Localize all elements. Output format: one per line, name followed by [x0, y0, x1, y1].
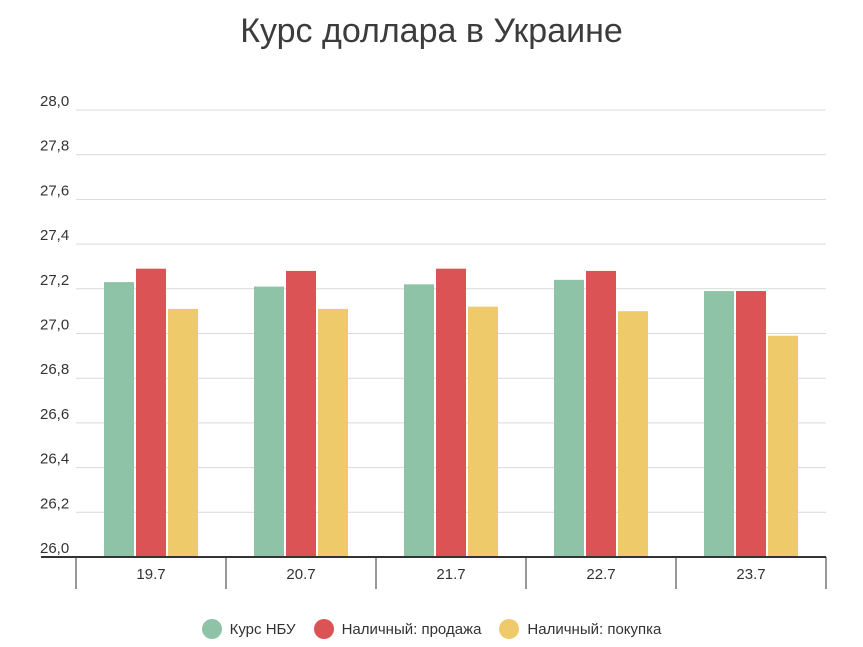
bar-1: [104, 282, 134, 557]
y-tick-label: 26,0: [40, 540, 69, 557]
y-tick-label: 27,8: [40, 138, 69, 155]
x-tick-label: 23.7: [736, 566, 765, 583]
bar-2: [736, 291, 766, 557]
y-tick-label: 27,0: [40, 317, 69, 334]
x-tick-label: 20.7: [286, 566, 315, 583]
bar-3: [168, 308, 198, 557]
bar-1: [404, 284, 434, 557]
bar-3: [318, 308, 348, 557]
legend-marker: [201, 619, 222, 639]
bar-1: [704, 291, 734, 557]
y-tick-label: 26,8: [40, 361, 69, 378]
legend-item: Наличный: покупка: [499, 619, 661, 639]
y-tick-label: 27,4: [40, 227, 69, 244]
y-tick-label: 26,2: [40, 495, 69, 512]
bar-3: [618, 311, 648, 557]
y-tick-label: 28,0: [40, 93, 69, 110]
bar-2: [436, 268, 466, 557]
bar-2: [286, 270, 316, 557]
y-tick-label: 26,4: [40, 451, 69, 468]
y-tick-label: 26,6: [40, 406, 69, 423]
legend-item: Наличный: продажа: [313, 619, 482, 639]
bar-1: [554, 279, 584, 557]
legend-label: Наличный: продажа: [341, 620, 482, 638]
chart-title: Курс доллара в Украине: [240, 12, 623, 50]
legend-marker: [499, 619, 520, 639]
y-tick-label: 27,2: [40, 272, 69, 289]
legend-label: Курс НБУ: [229, 620, 296, 638]
x-tick-label: 21.7: [436, 566, 465, 583]
x-tick-label: 19.7: [136, 566, 165, 583]
bar-3: [768, 335, 798, 557]
bar-3: [468, 306, 498, 557]
bar-2: [586, 270, 616, 557]
legend-marker: [313, 619, 334, 639]
legend: Курс НБУ Наличный: продажа Наличный: покуп…: [0, 619, 863, 639]
bar-2: [136, 268, 166, 557]
legend-item: Курс НБУ: [201, 619, 296, 639]
y-tick-label: 27,6: [40, 182, 69, 199]
legend-label: Наличный: покупка: [527, 620, 662, 638]
bar-1: [254, 286, 284, 557]
x-tick-label: 22.7: [586, 566, 615, 583]
